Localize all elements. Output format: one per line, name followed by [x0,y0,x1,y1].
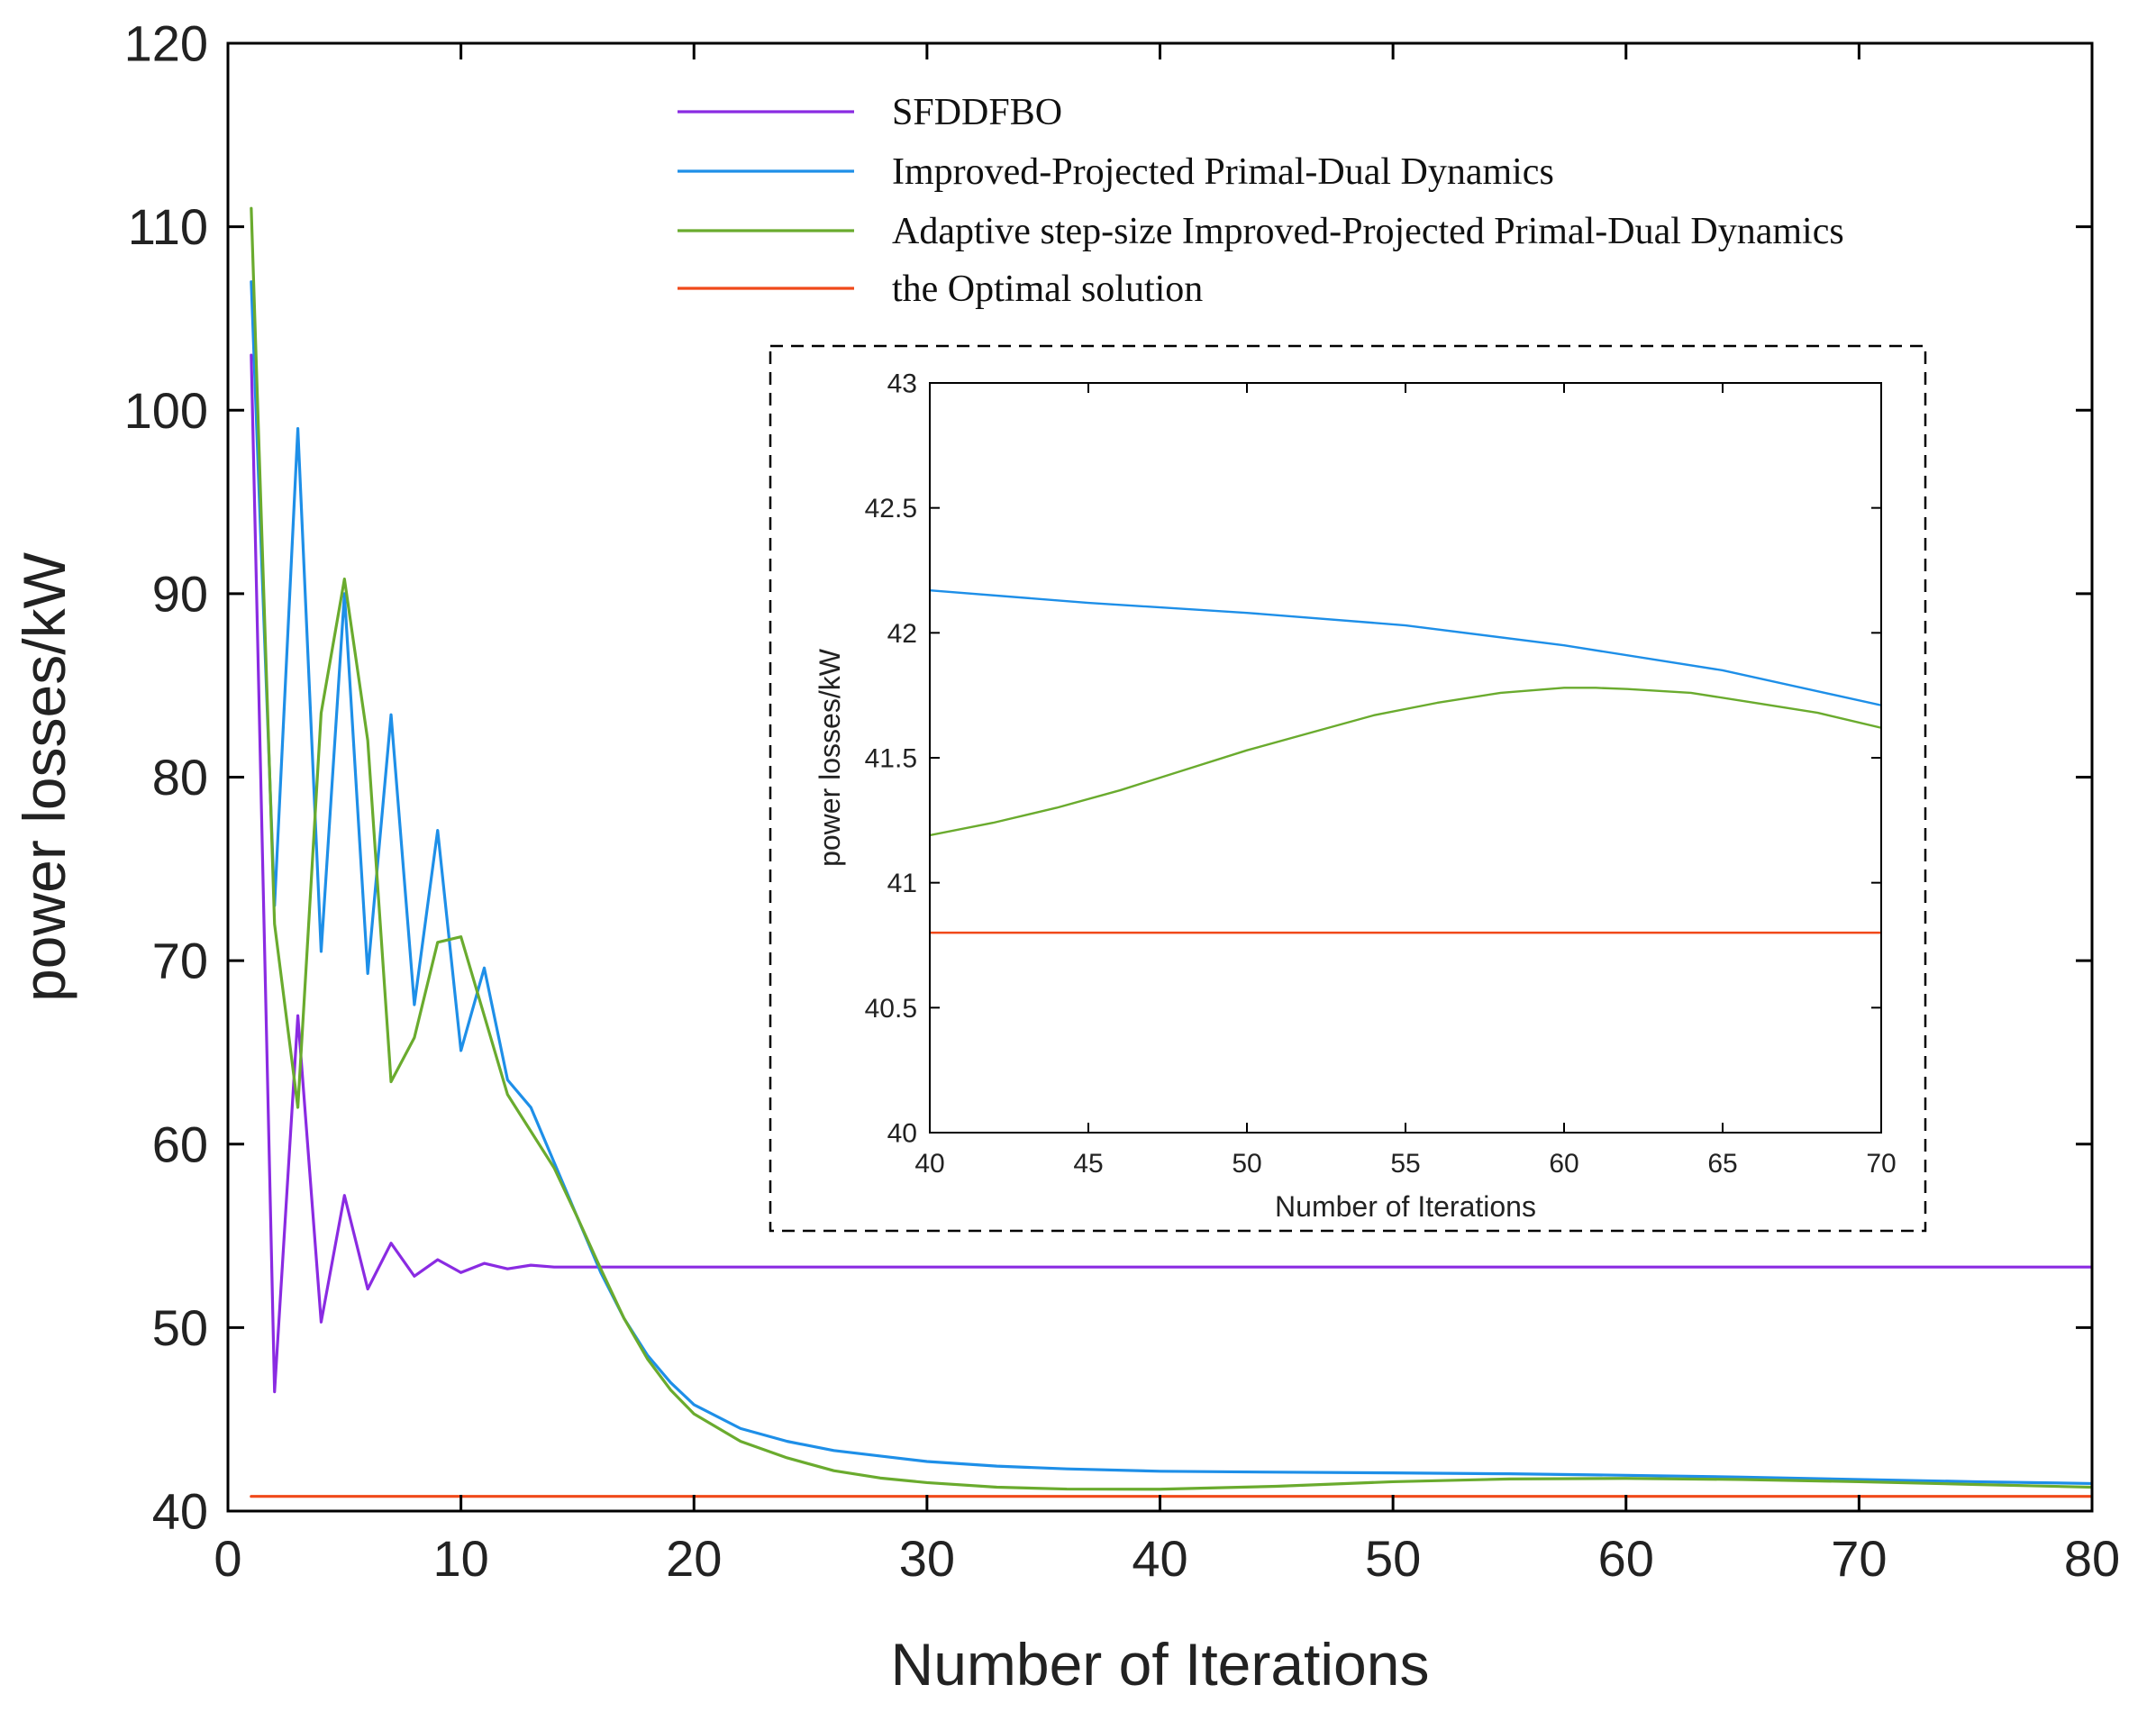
inset-x-tick-label: 40 [914,1149,944,1179]
main-series-line-0 [250,353,2092,1394]
main-series-line-1 [250,280,2092,1486]
inset-y-tick-label: 41 [887,869,917,898]
main-y-tick-label: 90 [152,565,208,622]
inset-x-tick-label: 55 [1390,1149,1420,1179]
inset-x-tick-label: 70 [1866,1149,1896,1179]
inset-x-tick-label: 60 [1549,1149,1578,1179]
main-y-axis-label: power losses/kW [11,551,77,1002]
main-y-tick-label: 100 [124,382,208,439]
main-plot: 0 10 20 30 40 50 60 70 80 40 50 60 70 80 90 100 110 120 Nu… [11,15,2120,1698]
inset-y-tick-label: 43 [887,369,917,399]
inset-y-tick-label: 40 [887,1119,917,1149]
main-x-tick-label: 10 [432,1530,488,1587]
inset-y-tick-label: 41.5 [865,744,917,774]
main-series-line-2 [250,206,2092,1491]
inset-y-tick-label: 42 [887,619,917,649]
inset-series-group [930,588,1881,934]
main-series-group [250,206,2092,1498]
main-x-tick-label: 60 [1598,1530,1654,1587]
main-x-tick-label: 20 [666,1530,722,1587]
inset-x-tick-label: 65 [1707,1149,1737,1179]
legend-label-3: the Optimal solution [892,269,1203,310]
legend-label-2: Adaptive step-size Improved-Projected Pr… [892,211,1844,252]
main-x-tick-label: 80 [2064,1530,2120,1587]
legend-label-1: Improved-Projected Primal-Dual Dynamics [892,151,1554,193]
main-x-tick-label: 30 [899,1530,955,1587]
inset-dashed-border [769,344,1927,1233]
main-y-tick-label: 110 [128,198,208,255]
main-x-tick-label: 50 [1365,1530,1421,1587]
main-x-axis-label: Number of Iterations [891,1631,1430,1698]
main-y-tick-label: 70 [152,933,208,989]
main-y-tick-label: 60 [152,1116,208,1172]
legend: SFDDFBO Improved-Projected Primal-Dual Dy… [678,92,1844,310]
inset-x-tick-label: 45 [1073,1149,1103,1179]
inset-y-tick-label: 42.5 [865,494,917,524]
inset-x-axis-label: Number of Iterations [1275,1190,1536,1223]
main-y-tick-label: 40 [152,1483,208,1540]
inset-series-line-0 [930,588,1881,706]
main-y-tick-label: 50 [152,1299,208,1356]
inset-y-tick-label: 40.5 [865,994,917,1024]
main-x-tick-label: 70 [1831,1530,1887,1587]
inset-y-axis-label: power losses/kW [814,648,846,867]
inset-plot: 40 45 50 55 60 65 70 40 40.5 41 41.5 42 42.5 43 Number… [769,344,1927,1233]
main-x-tick-label: 40 [1132,1530,1187,1587]
inset-series-line-1 [930,687,1881,837]
main-y-tick-label: 120 [124,15,208,72]
main-x-tick-label: 0 [214,1530,241,1587]
legend-label-0: SFDDFBO [892,92,1062,133]
inset-x-tick-label: 50 [1232,1149,1261,1179]
main-y-tick-label: 80 [152,749,208,806]
